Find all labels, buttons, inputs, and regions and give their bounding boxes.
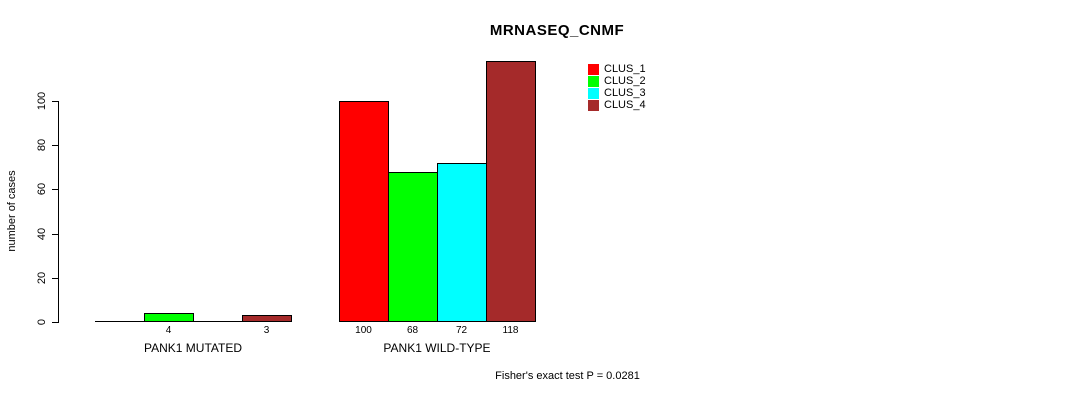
annotation-text: Fisher's exact test P = 0.0281	[495, 370, 640, 382]
y-axis-tick	[52, 101, 58, 102]
y-axis-tick	[52, 189, 58, 190]
legend-item-label: CLUS_4	[604, 99, 646, 111]
group-label: PANK1 WILD-TYPE	[383, 341, 491, 355]
y-tick-label: 20	[36, 271, 48, 285]
y-tick-label: 0	[36, 318, 48, 326]
chart-title: MRNASEQ_CNMF	[489, 22, 625, 39]
bar-value-label: 4	[165, 325, 172, 336]
bar-clus-4	[242, 315, 292, 322]
bar-value-label: 3	[263, 325, 270, 336]
legend-swatch-clus-1	[588, 64, 599, 75]
bar-clus-4	[486, 61, 536, 322]
y-axis-tick	[52, 278, 58, 279]
legend-item-clus-1: CLUS_1	[588, 64, 688, 76]
group-label: PANK1 MUTATED	[143, 341, 243, 355]
y-tick-label: 100	[36, 91, 48, 111]
legend-swatch-clus-4	[588, 100, 599, 111]
legend-item-clus-2: CLUS_2	[588, 76, 688, 88]
bar-value-label: 118	[502, 325, 519, 336]
legend-item-label: CLUS_1	[604, 63, 646, 75]
y-tick-label: 40	[36, 227, 48, 241]
bar-value-label: 72	[455, 325, 468, 336]
y-axis-tick	[52, 322, 58, 323]
bar-clus-3-zero	[193, 321, 243, 322]
legend: CLUS_1 CLUS_2 CLUS_3 CLUS_4	[588, 64, 688, 114]
bar-clus-1	[339, 101, 389, 322]
legend-item-clus-4: CLUS_4	[588, 100, 688, 112]
legend-swatch-clus-2	[588, 76, 599, 87]
y-axis-tick	[52, 145, 58, 146]
legend-item-clus-3: CLUS_3	[588, 88, 688, 100]
bar-value-label: 100	[355, 325, 372, 336]
bar-clus-1-zero	[95, 321, 145, 322]
legend-swatch-clus-3	[588, 88, 599, 99]
legend-item-label: CLUS_2	[604, 75, 646, 87]
bar-clus-2	[388, 172, 438, 322]
legend-item-label: CLUS_3	[604, 87, 646, 99]
bar-value-label: 68	[406, 325, 419, 336]
bar-clus-3	[437, 163, 487, 322]
y-tick-label: 60	[36, 182, 48, 196]
y-axis-tick	[52, 234, 58, 235]
y-axis-line	[58, 101, 59, 323]
bar-clus-2	[144, 313, 194, 322]
y-tick-label: 80	[36, 138, 48, 152]
